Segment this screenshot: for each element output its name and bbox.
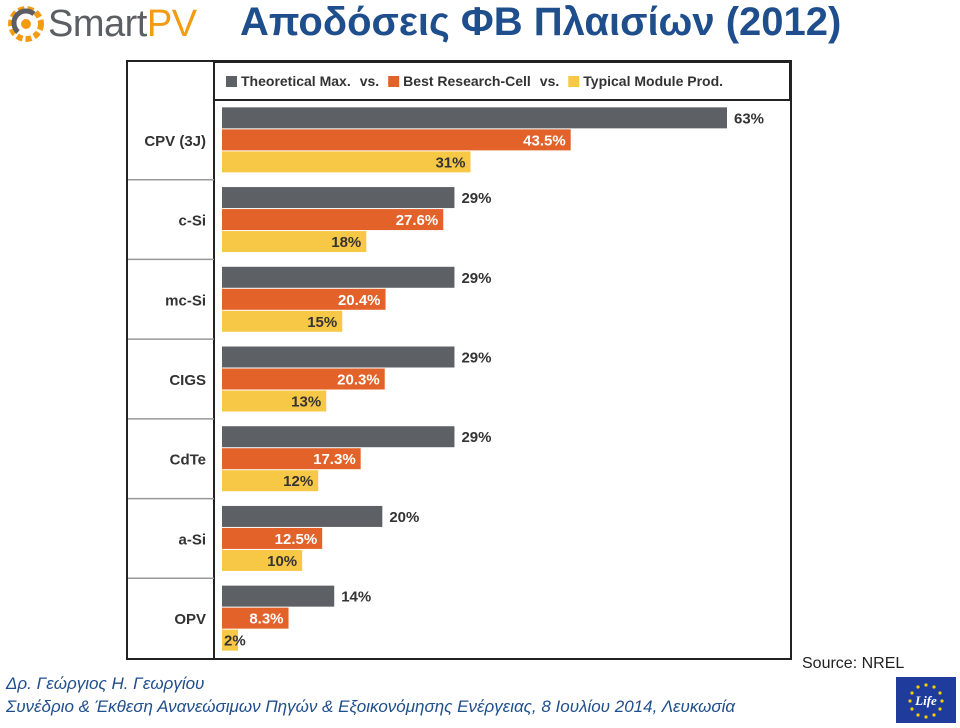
bar-module [222, 390, 327, 412]
bar-module [222, 629, 239, 651]
logo-wordmark-smart: Smart [48, 3, 147, 45]
eu-life-logo: Life [896, 677, 956, 723]
data-label: 29% [461, 429, 491, 446]
legend-separator: vs. [540, 73, 559, 89]
eu-stars-icon [908, 683, 944, 719]
legend-item: Theoretical Max. [241, 73, 351, 89]
data-label: 20.3% [337, 372, 380, 389]
data-label: 12% [283, 473, 313, 490]
smartpv-gear-icon [8, 6, 44, 42]
bar-research [222, 209, 444, 231]
data-label: 13% [291, 394, 321, 411]
category-label: CIGS [169, 372, 206, 389]
data-label: 20% [389, 509, 419, 526]
logo-wordmark-pv: PV [146, 3, 197, 45]
author-line: Δρ. Γεώργιος Η. Γεωργίου [6, 674, 205, 693]
bar-research [222, 527, 323, 549]
logo-wordmark: SmartPV [48, 4, 197, 44]
smartpv-logo: SmartPV [6, 2, 228, 46]
data-label: 29% [461, 270, 491, 287]
data-label: 17.3% [313, 451, 356, 468]
category-label: CPV (3J) [144, 133, 206, 150]
legend-swatch [388, 76, 400, 87]
bar-theoretical [222, 107, 727, 129]
legend-swatch [568, 76, 580, 87]
page-title: Αποδόσεις ΦΒ Πλαισίων (2012) [240, 0, 842, 44]
data-label: 31% [435, 154, 465, 171]
category-label: mc-Si [165, 292, 206, 309]
data-label: 18% [331, 234, 361, 251]
bar-module [222, 310, 343, 332]
bar-module [222, 549, 303, 571]
event-line: Συνέδριο & Έκθεση Ανανεώσιμων Πηγών & Εξ… [6, 697, 736, 716]
source-note: Source: NREL [802, 655, 905, 672]
bar-theoretical [222, 346, 455, 368]
legend-separator: vs. [360, 73, 379, 89]
legend-swatch [226, 76, 237, 87]
bar-research [222, 607, 289, 629]
bar-theoretical [222, 426, 455, 448]
bar-research [222, 288, 386, 310]
bar-research [222, 448, 361, 470]
data-label: 14% [341, 589, 371, 606]
bar-theoretical [222, 505, 383, 527]
data-label: 20.4% [338, 292, 381, 309]
bar-module [222, 470, 319, 492]
data-label: 8.3% [249, 611, 283, 628]
bar-module [222, 231, 367, 253]
data-label: 43.5% [523, 132, 566, 149]
data-label: 29% [461, 350, 491, 367]
category-label: CdTe [170, 452, 206, 469]
bar-theoretical [222, 585, 335, 607]
data-label: 15% [307, 314, 337, 331]
data-label: 2% [224, 633, 246, 650]
data-label: 10% [267, 553, 297, 570]
bar-research [222, 368, 385, 390]
bar-module [222, 151, 471, 173]
data-label: 27.6% [396, 212, 439, 229]
category-label: a-Si [178, 531, 206, 548]
data-label: 63% [734, 110, 764, 127]
category-label: OPV [174, 611, 206, 628]
chart-area: Theoretical Max. vs. Best Research-Cell vs.… [126, 60, 792, 660]
bar-theoretical [222, 187, 455, 209]
legend-item: Typical Module Prod. [583, 73, 723, 89]
efficiency-bar-chart: Theoretical Max. vs. Best Research-Cell vs.… [128, 62, 790, 658]
bar-theoretical [222, 266, 455, 288]
legend-item: Best Research-Cell [403, 73, 531, 89]
bar-research [222, 129, 571, 151]
data-label: 12.5% [275, 531, 318, 548]
data-label: 29% [461, 190, 491, 207]
eu-life-text: Life [914, 693, 937, 708]
category-label: c-Si [178, 213, 206, 230]
